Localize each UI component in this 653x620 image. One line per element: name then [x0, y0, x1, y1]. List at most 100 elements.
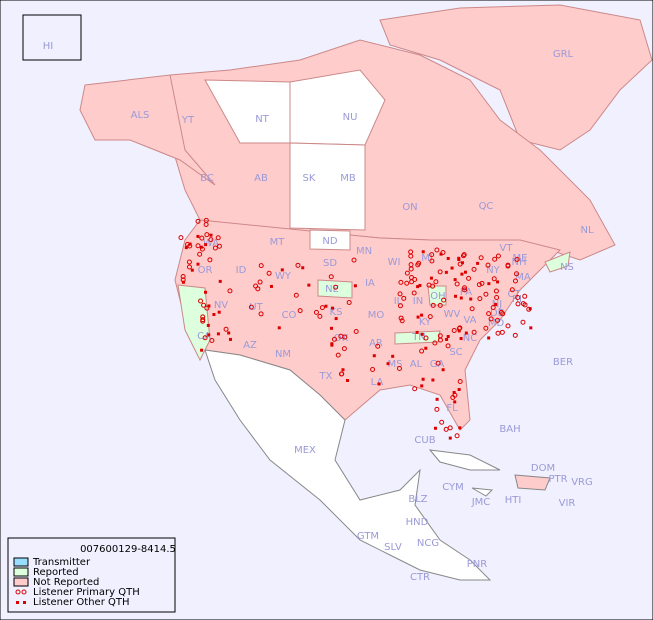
listener-dot — [301, 266, 305, 270]
listener-dot — [297, 308, 303, 314]
listener-dot — [487, 336, 491, 340]
legend-swatch — [23, 601, 26, 604]
listener-dot — [330, 326, 334, 330]
listener-dot — [401, 295, 407, 301]
listener-dot — [353, 328, 359, 334]
listener-dot — [490, 305, 496, 311]
region-label: BLZ — [408, 494, 427, 505]
listener-dot — [526, 306, 532, 312]
listener-dot — [412, 277, 418, 283]
listener-dot — [483, 325, 489, 331]
region-label: MS — [388, 359, 403, 370]
listener-dot — [328, 274, 334, 280]
listener-dot — [200, 317, 206, 323]
listener-dot — [457, 329, 461, 333]
listener-dot — [433, 426, 437, 430]
listener-dot — [416, 315, 420, 319]
listener-dot — [498, 309, 504, 315]
legend-swatch — [15, 589, 21, 595]
listener-dot — [515, 301, 521, 307]
listener-dot — [351, 257, 357, 263]
legend-swatch — [13, 577, 29, 587]
listener-dot — [452, 392, 458, 398]
region-label: NU — [343, 112, 358, 123]
listener-dot — [439, 419, 445, 425]
listener-dot — [471, 329, 477, 335]
region-label: NT — [255, 114, 269, 125]
listener-dot — [258, 263, 264, 269]
listener-dot — [196, 234, 200, 238]
region-label: HI — [43, 41, 53, 52]
listener-dot — [223, 326, 229, 332]
region-label: NM — [275, 349, 291, 360]
listener-dot — [207, 304, 211, 308]
listener-dot — [295, 262, 301, 268]
region-label: AB — [254, 173, 268, 184]
listener-dot — [430, 302, 436, 308]
listener-dot — [522, 293, 528, 299]
listener-dot — [416, 285, 420, 289]
listener-dot — [429, 276, 433, 280]
region-label: DE — [490, 308, 504, 319]
listener-dot — [195, 243, 201, 249]
region-label: AL — [410, 359, 423, 370]
hawaii-inset — [22, 14, 82, 61]
region-label: TN — [411, 332, 426, 343]
listener-dot — [415, 330, 419, 334]
region-label: MEX — [294, 445, 316, 456]
region-label: PTR — [548, 474, 567, 485]
listener-dot — [342, 334, 348, 340]
unreported-sk-mb — [289, 142, 366, 231]
listener-dot — [216, 243, 222, 249]
listener-dot — [424, 346, 428, 350]
listener-dot — [458, 426, 462, 430]
listener-dot — [421, 377, 425, 381]
listener-dot — [488, 316, 494, 322]
region-label: MN — [356, 246, 372, 257]
region-label: GTM — [357, 531, 379, 542]
region-label: OR — [198, 265, 213, 276]
listener-dot — [190, 268, 194, 272]
listener-dot — [341, 346, 347, 352]
listener-dot — [203, 222, 209, 228]
listener-dot — [257, 279, 263, 285]
listener-dot — [459, 296, 463, 300]
listener-dot — [375, 343, 381, 349]
region-label: VT — [500, 243, 514, 254]
listener-dot — [341, 368, 345, 372]
listener-dot — [453, 400, 457, 404]
listener-dot — [398, 315, 404, 321]
listener-dot — [200, 348, 204, 352]
listener-dot — [178, 235, 184, 241]
listener-dot — [324, 304, 328, 308]
legend-swatch — [13, 557, 29, 567]
listener-dot — [370, 366, 376, 372]
listener-dot — [408, 266, 414, 272]
listener-dot — [505, 323, 511, 329]
listener-dot — [391, 354, 395, 358]
listener-dot — [437, 269, 443, 275]
listener-dot — [339, 371, 345, 377]
listener-dot — [227, 288, 233, 294]
listener-dot — [476, 261, 480, 265]
listener-dot — [399, 318, 405, 324]
region-label: CYM — [442, 482, 464, 493]
listener-dot — [195, 218, 201, 224]
region-label: AZ — [243, 340, 257, 351]
listener-dot — [207, 257, 213, 263]
listener-dot — [483, 291, 489, 297]
listener-dot — [457, 261, 463, 267]
listener-dot — [398, 279, 404, 285]
listener-dot — [207, 333, 211, 337]
region-label: MI — [421, 253, 433, 264]
listener-dot — [215, 235, 221, 241]
region-label: SD — [323, 258, 337, 269]
reported-tn — [394, 330, 441, 345]
listener-dot — [227, 331, 231, 335]
listener-dot — [199, 235, 205, 241]
legend-swatch — [21, 589, 27, 595]
legend-item: Transmitter — [32, 557, 91, 568]
region-label: NC — [463, 333, 477, 344]
region-label: TX — [319, 371, 333, 382]
listener-dot — [431, 378, 435, 382]
